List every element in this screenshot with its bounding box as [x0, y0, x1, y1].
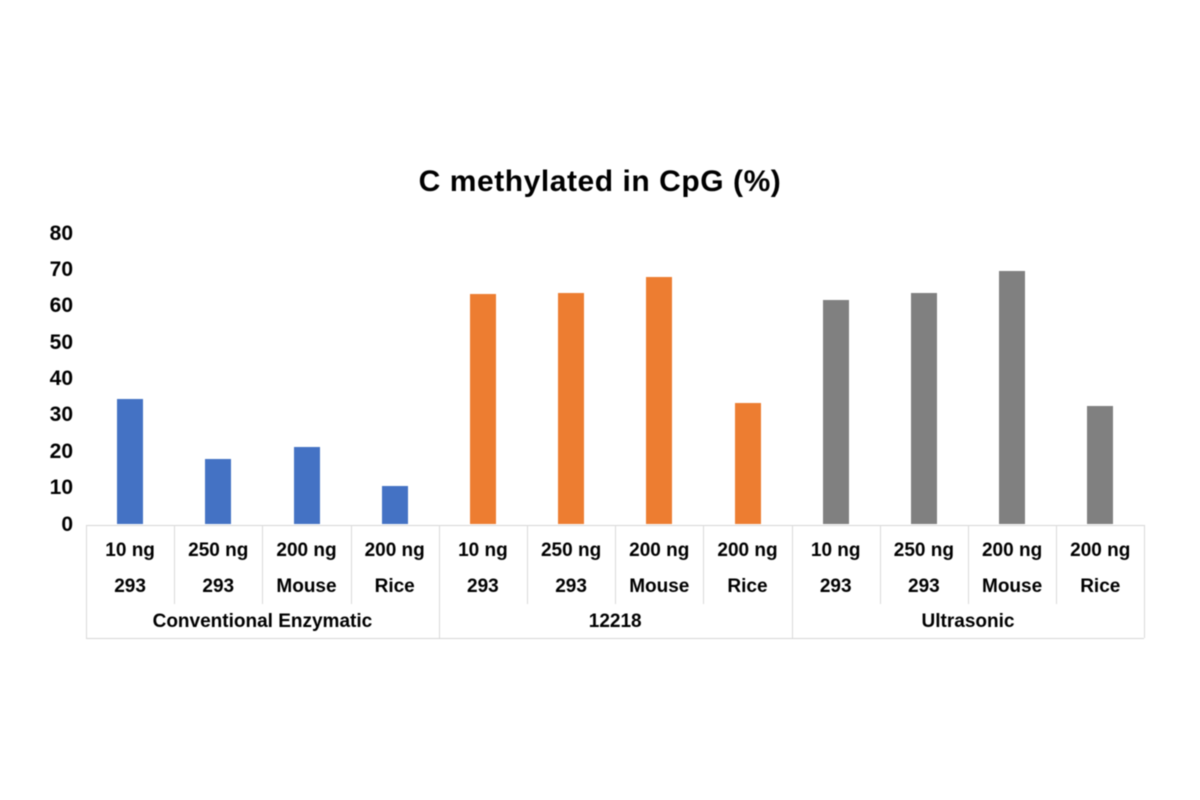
category-label-amount: 10 ng	[458, 539, 508, 561]
category-label-amount: 200 ng	[981, 539, 1043, 561]
category-label-sample: 293	[114, 575, 146, 597]
category-label-sample: Rice	[727, 575, 768, 597]
category-label-sample: Mouse	[982, 575, 1043, 597]
category-label-sample: Rice	[1080, 575, 1121, 597]
bar-12218-4	[734, 403, 761, 525]
category-band-bottom-line	[86, 638, 1145, 639]
bar-ultrasonic-1	[822, 299, 849, 525]
group-divider-line	[438, 524, 440, 638]
y-axis-tick-label: 30	[49, 403, 73, 427]
category-label-amount: 10 ng	[810, 539, 861, 561]
category-label-sample: 293	[202, 575, 235, 597]
bar-12218-2	[558, 293, 585, 525]
category-label-sample: Rice	[374, 575, 415, 597]
category-label-sample: 293	[555, 575, 587, 597]
category-label-amount: 250 ng	[893, 539, 954, 561]
category-label-amount: 200 ng	[1070, 539, 1131, 561]
category-label-amount: 200 ng	[629, 539, 690, 561]
bar-conventional-enzymatic-3	[293, 447, 320, 525]
category-label-amount: 200 ng	[276, 539, 337, 561]
category-divider-line	[527, 524, 528, 604]
group-label: 12218	[588, 611, 642, 632]
bar-12218-1	[469, 293, 496, 525]
category-divider-line	[1056, 524, 1058, 604]
y-axis-tick-label: 60	[49, 294, 73, 318]
category-divider-line	[615, 524, 617, 604]
y-axis-tick-label: 50	[49, 330, 73, 354]
bar-conventional-enzymatic-2	[205, 459, 232, 525]
category-label-amount: 200 ng	[364, 539, 425, 561]
group-label: Ultrasonic	[921, 611, 1015, 632]
category-divider-line	[262, 524, 264, 604]
category-label-amount: 250 ng	[188, 539, 249, 561]
y-axis-tick-label: 70	[49, 257, 73, 281]
category-divider-line	[174, 524, 176, 604]
y-axis-tick-label: 40	[49, 367, 73, 391]
category-label-amount: 200 ng	[717, 539, 778, 561]
y-axis-tick-label: 0	[61, 512, 73, 536]
category-label-sample: 293	[908, 575, 940, 597]
bar-ultrasonic-4	[1087, 405, 1114, 525]
group-divider-line	[791, 524, 793, 638]
bar-12218-3	[646, 277, 673, 525]
category-divider-line	[968, 524, 969, 604]
group-label: Conventional Enzymatic	[152, 611, 373, 632]
y-axis-tick-label: 80	[49, 221, 73, 245]
category-label-sample: 293	[819, 575, 852, 597]
group-divider-line	[1144, 524, 1146, 638]
bar-conventional-enzymatic-4	[381, 485, 408, 525]
category-label-sample: Mouse	[276, 575, 337, 597]
bar-ultrasonic-2	[910, 293, 937, 525]
chart-title: C methylated in CpG (%)	[418, 165, 782, 198]
category-divider-line	[879, 524, 881, 604]
category-divider-line	[703, 524, 705, 604]
category-label-amount: 10 ng	[105, 539, 155, 561]
y-axis-tick-label: 10	[49, 476, 73, 500]
category-label-amount: 250 ng	[540, 539, 602, 561]
group-divider-line	[86, 524, 87, 638]
category-label-sample: 293	[467, 575, 499, 597]
category-divider-line	[350, 524, 352, 604]
category-label-sample: Mouse	[629, 575, 690, 597]
bar-conventional-enzymatic-1	[117, 399, 144, 525]
y-axis-tick-label: 20	[49, 439, 73, 463]
bar-ultrasonic-3	[999, 271, 1026, 525]
